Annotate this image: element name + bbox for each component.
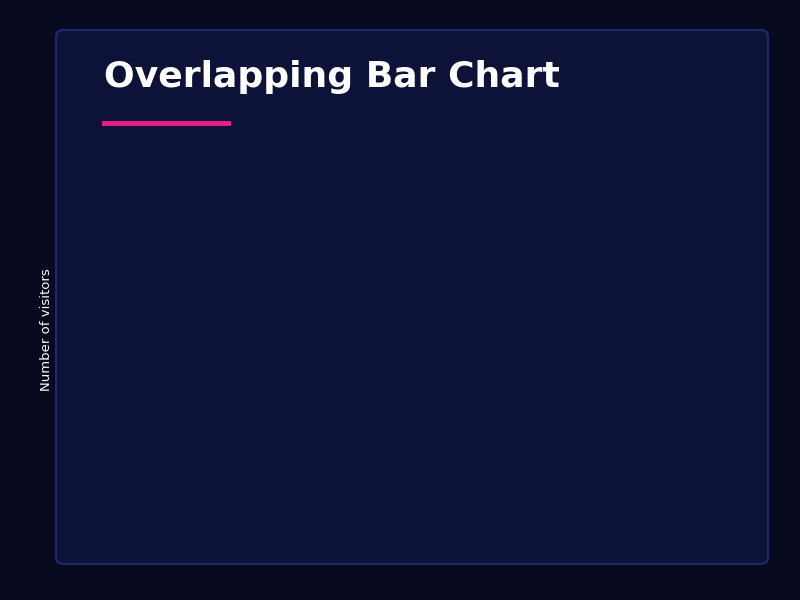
Legend: Visitors, Visitors who made a purchase: Visitors, Visitors who made a purchase — [258, 514, 622, 542]
Text: Number of visitors: Number of visitors — [40, 269, 53, 391]
Text: 131.2K: 131.2K — [530, 369, 578, 382]
Text: Overlapping Bar Chart: Overlapping Bar Chart — [104, 60, 560, 94]
